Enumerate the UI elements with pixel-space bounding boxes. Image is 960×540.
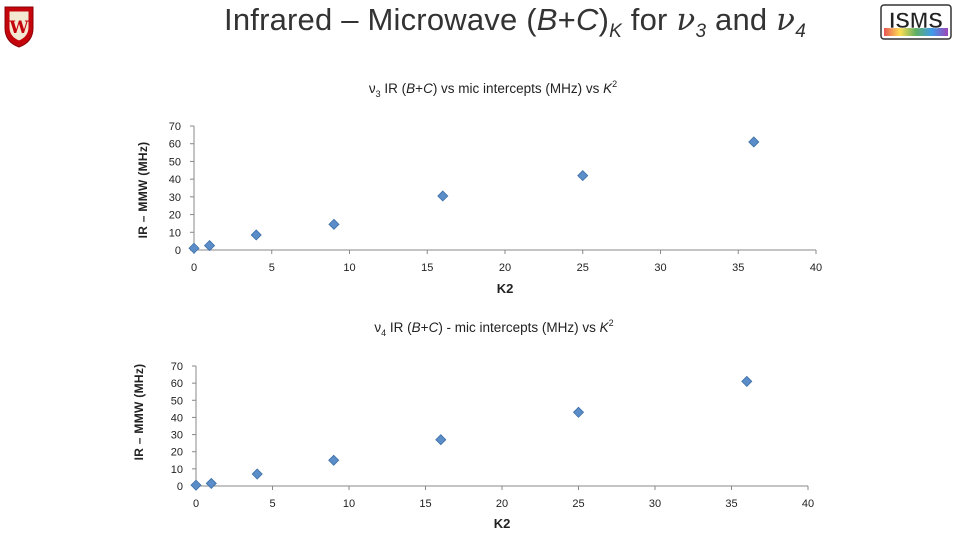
- data-point: [741, 375, 753, 387]
- y-tick-label: 30: [171, 430, 183, 442]
- title-sub-3: 3: [695, 21, 707, 43]
- chart-title: ν4 IR (B+C) - mic intercepts (MHz) vs K2: [374, 318, 613, 338]
- title-close: ): [598, 2, 610, 37]
- x-tick-label: 25: [572, 498, 584, 510]
- y-tick-label: 70: [169, 121, 181, 133]
- chart-nu3: ν3 IR (B+C) vs mic intercepts (MHz) vs K…: [136, 79, 822, 296]
- data-point: [190, 479, 202, 491]
- data-point: [250, 229, 262, 241]
- x-tick-label: 5: [269, 498, 275, 510]
- title-nu-3: ν: [676, 2, 696, 38]
- y-tick-label: 40: [171, 412, 183, 424]
- x-tick-label: 40: [810, 262, 822, 274]
- x-tick-label: 15: [421, 262, 433, 274]
- slide-title: Infrared – Microwave (B+C)K for ν3 and ν…: [0, 2, 960, 43]
- data-point: [251, 468, 263, 480]
- y-tick-label: 50: [169, 156, 181, 168]
- university-crest-logo: W: [4, 6, 34, 48]
- title-for: for: [621, 2, 677, 37]
- x-tick-label: 15: [419, 498, 431, 510]
- x-tick-label: 35: [732, 262, 744, 274]
- y-tick-label: 0: [177, 481, 183, 493]
- title-and: and: [706, 2, 777, 37]
- data-point: [435, 434, 447, 446]
- y-tick-label: 10: [171, 464, 183, 476]
- x-tick-label: 20: [499, 262, 511, 274]
- title-sub-4: 4: [795, 21, 806, 43]
- x-tick-label: 5: [269, 262, 275, 274]
- data-point: [203, 240, 216, 252]
- x-axis-label: K2: [494, 516, 511, 531]
- y-tick-label: 40: [169, 174, 181, 186]
- title-nu-4: ν: [776, 2, 796, 38]
- x-axis-label: K2: [497, 281, 514, 296]
- x-tick-label: 20: [496, 498, 508, 510]
- x-tick-label: 35: [725, 498, 737, 510]
- data-point: [577, 170, 589, 182]
- y-tick-label: 70: [171, 361, 183, 373]
- isms-logo-text: ISMS: [889, 8, 943, 33]
- data-point: [188, 242, 200, 254]
- x-tick-label: 30: [654, 262, 666, 274]
- data-point: [328, 218, 340, 230]
- y-tick-label: 50: [171, 395, 183, 407]
- title-b: B: [536, 2, 558, 37]
- y-tick-label: 60: [171, 378, 183, 390]
- chart-title: ν3 IR (B+C) vs mic intercepts (MHz) vs K…: [369, 79, 617, 99]
- x-tick-label: 25: [577, 262, 589, 274]
- y-tick-label: 0: [175, 245, 181, 257]
- x-tick-label: 0: [191, 262, 197, 274]
- title-sub-k: K: [609, 21, 622, 43]
- x-tick-label: 30: [649, 498, 661, 510]
- data-point: [572, 406, 585, 418]
- isms-logo: ISMS: [880, 4, 952, 40]
- data-point: [437, 190, 449, 202]
- data-point: [205, 477, 217, 489]
- x-tick-label: 0: [193, 498, 199, 510]
- y-axis-label: IR – MMW (MHz): [136, 142, 150, 239]
- chart-nu4: ν4 IR (B+C) - mic intercepts (MHz) vs K2…: [132, 318, 814, 531]
- y-tick-label: 20: [169, 210, 181, 222]
- y-tick-label: 30: [169, 192, 181, 204]
- x-tick-label: 10: [343, 498, 355, 510]
- x-tick-label: 40: [802, 498, 814, 510]
- y-tick-label: 20: [171, 447, 183, 459]
- y-tick-label: 10: [169, 227, 181, 239]
- data-point: [328, 454, 340, 466]
- x-tick-label: 10: [343, 262, 355, 274]
- y-tick-label: 60: [169, 139, 181, 151]
- title-plus: +: [557, 2, 576, 37]
- data-point: [748, 136, 760, 148]
- title-prefix: Infrared – Microwave (: [224, 2, 537, 37]
- crest-letter: W: [8, 18, 29, 38]
- y-axis-label: IR – MMW (MHz): [132, 364, 146, 461]
- title-c: C: [575, 2, 599, 37]
